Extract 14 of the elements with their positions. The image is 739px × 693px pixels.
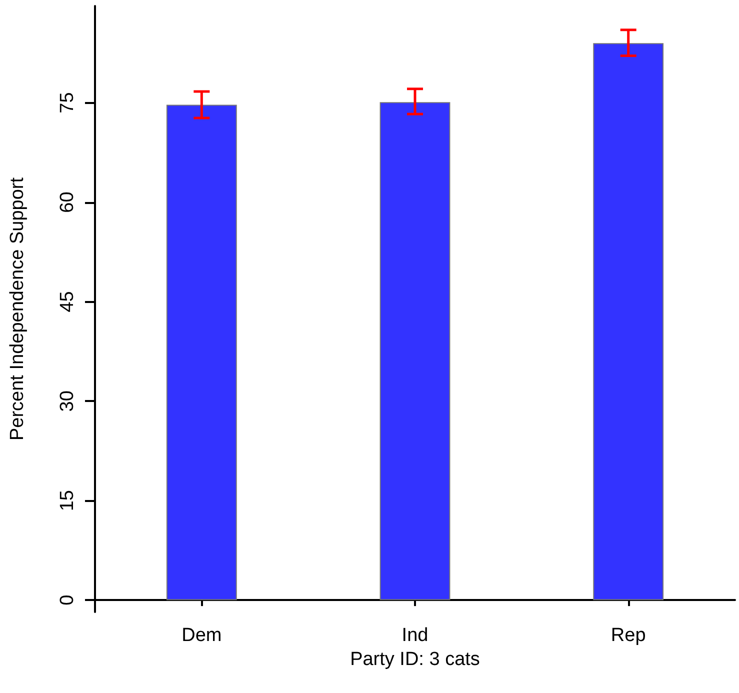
x-tick-label: Ind (402, 625, 428, 646)
y-tick-label: 75 (57, 92, 78, 114)
y-tick-label: 15 (57, 490, 78, 512)
bar (380, 102, 450, 600)
y-tick-label: 60 (57, 192, 78, 213)
x-tick-label: Dem (182, 625, 222, 646)
y-tick-label: 0 (57, 594, 78, 606)
y-tick-label: 30 (57, 390, 78, 412)
x-tick-label: Rep (610, 625, 646, 646)
bar (166, 104, 237, 600)
bar (593, 43, 664, 600)
y-tick-label: 45 (57, 291, 78, 312)
y-axis-title: Percent Independence Support (7, 176, 28, 441)
x-axis-title: Party ID: 3 cats (350, 648, 480, 670)
